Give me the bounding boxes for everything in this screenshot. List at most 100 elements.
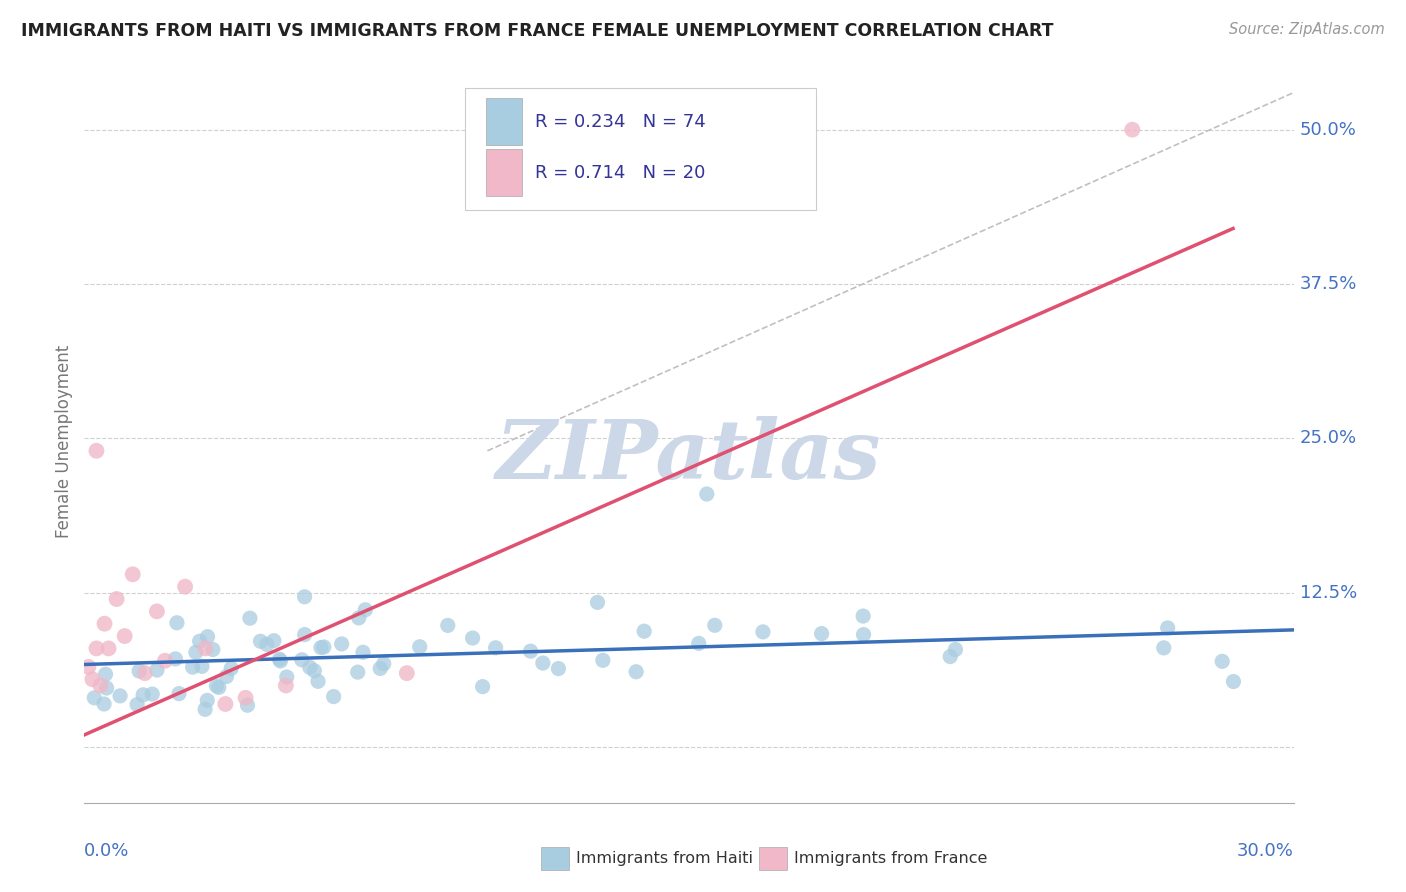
Point xyxy=(153,654,176,668)
Point xyxy=(197,630,219,644)
Point xyxy=(633,624,655,639)
Point xyxy=(586,595,609,609)
Point xyxy=(249,634,271,648)
Text: 30.0%: 30.0% xyxy=(1237,842,1294,860)
Point xyxy=(127,698,149,712)
Point xyxy=(945,642,967,657)
Point xyxy=(77,660,100,674)
Point xyxy=(146,663,169,677)
Point xyxy=(471,680,494,694)
Text: Immigrants from Haiti: Immigrants from Haiti xyxy=(576,852,754,866)
Point xyxy=(269,654,291,668)
Text: R = 0.714   N = 20: R = 0.714 N = 20 xyxy=(536,164,706,182)
Point xyxy=(93,697,115,711)
Point xyxy=(810,626,832,640)
Text: IMMIGRANTS FROM HAITI VS IMMIGRANTS FROM FRANCE FEMALE UNEMPLOYMENT CORRELATION : IMMIGRANTS FROM HAITI VS IMMIGRANTS FROM… xyxy=(21,22,1053,40)
Point xyxy=(703,618,725,632)
Point xyxy=(215,669,238,683)
Point xyxy=(330,637,353,651)
Point xyxy=(346,665,368,680)
Point xyxy=(294,590,316,604)
Point xyxy=(134,666,156,681)
Point xyxy=(105,592,128,607)
Point xyxy=(312,640,335,654)
Text: 12.5%: 12.5% xyxy=(1299,584,1357,602)
Point xyxy=(89,678,111,692)
Point xyxy=(114,629,136,643)
Point xyxy=(146,604,169,618)
Point xyxy=(696,487,718,501)
Point xyxy=(174,580,197,594)
Point xyxy=(194,641,217,656)
Point xyxy=(108,689,131,703)
Point xyxy=(191,659,214,673)
Point xyxy=(519,644,541,658)
Text: R = 0.234   N = 74: R = 0.234 N = 74 xyxy=(536,113,706,131)
Point xyxy=(752,624,775,639)
Point xyxy=(352,645,374,659)
Point xyxy=(208,681,231,695)
Y-axis label: Female Unemployment: Female Unemployment xyxy=(55,345,73,538)
Point xyxy=(1153,640,1175,655)
Point xyxy=(1222,674,1244,689)
Point xyxy=(852,627,875,641)
Point xyxy=(97,641,120,656)
Point xyxy=(269,652,291,666)
Point xyxy=(307,674,329,689)
Point xyxy=(291,653,314,667)
Point xyxy=(531,656,554,670)
Point xyxy=(688,636,710,650)
Point xyxy=(166,615,188,630)
Text: 25.0%: 25.0% xyxy=(1299,429,1357,448)
Text: Immigrants from France: Immigrants from France xyxy=(794,852,988,866)
Point xyxy=(368,661,391,675)
Text: 50.0%: 50.0% xyxy=(1299,120,1357,138)
Point xyxy=(592,653,614,667)
Point xyxy=(298,660,321,674)
Point xyxy=(485,640,508,655)
Point xyxy=(1121,122,1143,136)
Text: 37.5%: 37.5% xyxy=(1299,275,1357,293)
Point xyxy=(121,567,143,582)
Point xyxy=(86,641,108,656)
Point xyxy=(395,666,418,681)
Point xyxy=(181,660,204,674)
Point xyxy=(852,609,875,624)
Point xyxy=(239,611,262,625)
Point xyxy=(461,631,484,645)
Point xyxy=(373,657,395,671)
FancyBboxPatch shape xyxy=(465,87,815,211)
Point xyxy=(195,693,218,707)
Point xyxy=(354,603,377,617)
Point xyxy=(82,673,104,687)
Point xyxy=(1211,654,1233,668)
Text: Source: ZipAtlas.com: Source: ZipAtlas.com xyxy=(1229,22,1385,37)
Point xyxy=(165,652,187,666)
Point xyxy=(263,633,285,648)
Point xyxy=(322,690,344,704)
FancyBboxPatch shape xyxy=(486,149,522,196)
Point xyxy=(188,634,211,648)
Point xyxy=(132,688,155,702)
Point xyxy=(1156,621,1178,635)
Point xyxy=(194,702,217,716)
Point xyxy=(436,618,458,632)
Point xyxy=(256,637,278,651)
Point xyxy=(83,690,105,705)
Point xyxy=(235,690,257,705)
Point xyxy=(624,665,647,679)
Point xyxy=(214,697,236,711)
Point xyxy=(219,661,242,675)
Point xyxy=(96,681,118,695)
Text: 0.0%: 0.0% xyxy=(84,842,129,860)
Point xyxy=(184,645,207,659)
Point xyxy=(547,662,569,676)
Point xyxy=(128,664,150,678)
Text: ZIPatlas: ZIPatlas xyxy=(496,416,882,496)
Point xyxy=(309,640,332,655)
Point xyxy=(141,687,163,701)
Point xyxy=(205,679,228,693)
FancyBboxPatch shape xyxy=(486,98,522,145)
Point xyxy=(276,670,298,684)
Point xyxy=(167,687,190,701)
